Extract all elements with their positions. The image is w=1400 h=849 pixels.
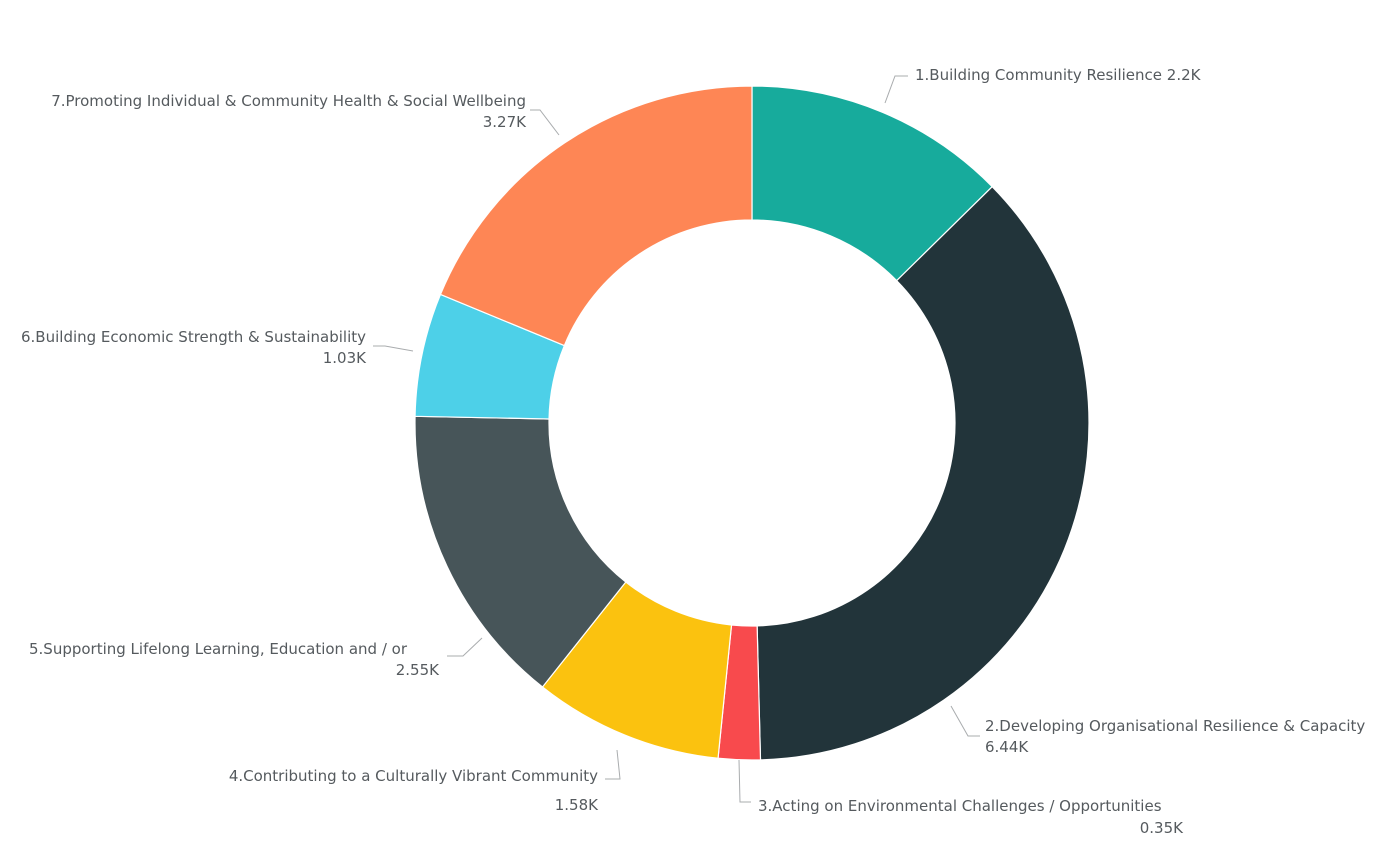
- slice-value-7: 3.27K: [483, 113, 527, 131]
- leader-line-1: [884, 75, 908, 104]
- leader-line-7: [530, 109, 560, 136]
- slice-5[interactable]: [414, 415, 627, 688]
- slice-label-7: 7.Promoting Individual & Community Healt…: [51, 92, 526, 110]
- slice-2[interactable]: [756, 185, 1090, 761]
- slice-value-2: 6.44K: [985, 738, 1029, 756]
- slice-value-3: 0.35K: [1140, 819, 1184, 837]
- leader-line-5: [447, 637, 483, 657]
- leader-line-3: [738, 759, 751, 803]
- slice-label-2: 2.Developing Organisational Resilience &…: [985, 717, 1365, 735]
- slice-7[interactable]: [439, 85, 753, 347]
- slice-value-4: 1.58K: [555, 796, 599, 814]
- donut-slices: [414, 85, 1090, 761]
- slice-label-4: 4.Contributing to a Culturally Vibrant C…: [229, 767, 598, 785]
- slice-label-3: 3.Acting on Environmental Challenges / O…: [758, 797, 1162, 815]
- slice-label-6: 6.Building Economic Strength & Sustainab…: [21, 328, 366, 346]
- leader-line-4: [605, 749, 621, 780]
- slice-value-6: 1.03K: [323, 349, 367, 367]
- slice-label-1: 1.Building Community Resilience 2.2K: [915, 66, 1202, 84]
- data-labels: 1.Building Community Resilience 2.2K 2.De…: [21, 66, 1365, 837]
- slice-label-5: 5.Supporting Lifelong Learning, Educatio…: [29, 640, 408, 658]
- slice-value-5: 2.55K: [396, 661, 440, 679]
- leader-line-6: [373, 345, 414, 352]
- leader-line-2: [950, 705, 980, 737]
